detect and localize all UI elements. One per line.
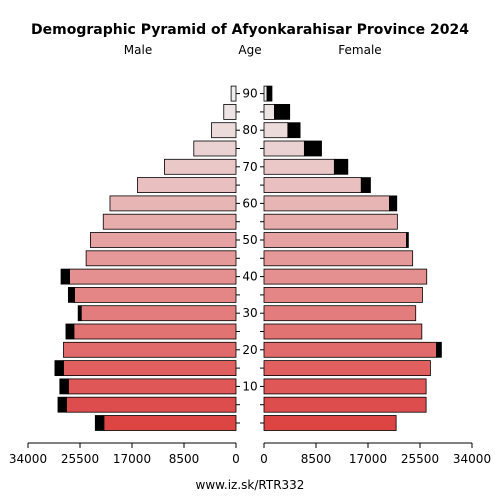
male-bar-75-79 bbox=[193, 140, 237, 157]
x-tick-label: 25500 bbox=[61, 452, 99, 466]
male-bar-20-24 bbox=[63, 341, 237, 358]
male-excess-bar-30-34 bbox=[77, 305, 82, 322]
female-bar-90+ bbox=[263, 85, 268, 102]
x-tick-label: 34000 bbox=[9, 452, 47, 466]
male-bar-80-84 bbox=[211, 122, 237, 139]
x-tick-label: 17000 bbox=[113, 452, 151, 466]
female-label: Female bbox=[338, 43, 381, 57]
female-bar-40-44 bbox=[263, 268, 428, 285]
male-excess-bar-40-44 bbox=[60, 268, 70, 285]
male-excess-bar-10-14 bbox=[59, 378, 69, 395]
male-bar-65-69 bbox=[137, 177, 237, 194]
female-bar-85-89 bbox=[263, 104, 275, 120]
female-bar-35-39 bbox=[263, 286, 423, 303]
male-bar-90+ bbox=[230, 85, 237, 102]
female-excess-bar-20-24 bbox=[436, 341, 442, 358]
male-bar-0-4 bbox=[103, 415, 237, 431]
female-excess-bar-75-79 bbox=[303, 140, 322, 157]
x-tick-label: 8500 bbox=[169, 452, 200, 466]
x-tick-label: 34000 bbox=[453, 452, 491, 466]
age-tick-label-10: 10 bbox=[242, 379, 257, 393]
male-bar-5-9 bbox=[66, 396, 237, 413]
male-bar-60-64 bbox=[109, 195, 237, 212]
female-excess-bar-90+ bbox=[266, 85, 273, 102]
female-bar-25-29 bbox=[263, 323, 423, 340]
female-excess-bar-80-84 bbox=[287, 122, 301, 139]
male-bar-45-49 bbox=[85, 250, 237, 267]
female-bar-55-59 bbox=[263, 213, 398, 230]
female-bar-5-9 bbox=[263, 396, 427, 413]
x-tick-label: 17000 bbox=[349, 452, 387, 466]
chart-title: Demographic Pyramid of Afyonkarahisar Pr… bbox=[31, 22, 469, 38]
age-tick-label-80: 80 bbox=[242, 123, 257, 137]
age-tick-label-70: 70 bbox=[242, 160, 257, 174]
female-excess-bar-85-89 bbox=[273, 104, 291, 120]
female-excess-bar-65-69 bbox=[360, 177, 371, 194]
female-bar-30-34 bbox=[263, 305, 417, 322]
male-bar-85-89 bbox=[223, 104, 237, 120]
axes-group: 10 20 30 40 50 60 70 80 90 34000 25500 17000 8500 0 0 8… bbox=[9, 87, 491, 466]
male-excess-bar-35-39 bbox=[67, 286, 75, 303]
female-bar-15-19 bbox=[263, 360, 431, 377]
female-bar-20-24 bbox=[263, 341, 437, 358]
age-tick-label-30: 30 bbox=[242, 306, 257, 320]
male-bar-25-29 bbox=[73, 323, 237, 340]
male-bar-40-44 bbox=[69, 268, 237, 285]
age-tick-label-20: 20 bbox=[242, 343, 257, 357]
male-excess-bar-5-9 bbox=[57, 396, 67, 413]
x-tick-label: 0 bbox=[232, 452, 240, 466]
female-bar-65-69 bbox=[263, 177, 362, 194]
age-tick-label-60: 60 bbox=[242, 196, 257, 210]
female-bar-0-4 bbox=[263, 415, 397, 431]
female-excess-bar-70-74 bbox=[333, 158, 349, 175]
female-bar-45-49 bbox=[263, 250, 414, 267]
female-bar-50-54 bbox=[263, 232, 407, 248]
female-bar-80-84 bbox=[263, 122, 289, 139]
male-bar-30-34 bbox=[80, 305, 237, 322]
age-tick-label-50: 50 bbox=[242, 233, 257, 247]
female-bar-70-74 bbox=[263, 158, 335, 175]
male-bar-50-54 bbox=[90, 232, 237, 248]
male-excess-bar-25-29 bbox=[65, 323, 75, 340]
female-excess-bar-60-64 bbox=[389, 195, 398, 212]
age-tick-label-90: 90 bbox=[242, 87, 257, 101]
male-bar-35-39 bbox=[74, 286, 237, 303]
male-bar-10-14 bbox=[67, 378, 237, 395]
age-label: Age bbox=[238, 43, 261, 57]
male-excess-bar-0-4 bbox=[94, 415, 105, 431]
female-excess-bar-50-54 bbox=[406, 232, 409, 248]
male-bar-55-59 bbox=[102, 213, 237, 230]
x-tick-label: 25500 bbox=[401, 452, 439, 466]
bars-group bbox=[54, 85, 442, 431]
age-tick-label-40: 40 bbox=[242, 270, 257, 284]
female-bar-60-64 bbox=[263, 195, 390, 212]
female-bar-10-14 bbox=[263, 378, 427, 395]
x-tick-label: 8500 bbox=[301, 452, 332, 466]
male-label: Male bbox=[124, 43, 152, 57]
footer-url: www.iz.sk/RTR332 bbox=[196, 478, 305, 492]
female-bar-75-79 bbox=[263, 140, 305, 157]
male-excess-bar-15-19 bbox=[54, 360, 64, 377]
x-tick-label: 0 bbox=[260, 452, 268, 466]
male-bar-70-74 bbox=[164, 158, 237, 175]
male-bar-15-19 bbox=[63, 360, 237, 377]
